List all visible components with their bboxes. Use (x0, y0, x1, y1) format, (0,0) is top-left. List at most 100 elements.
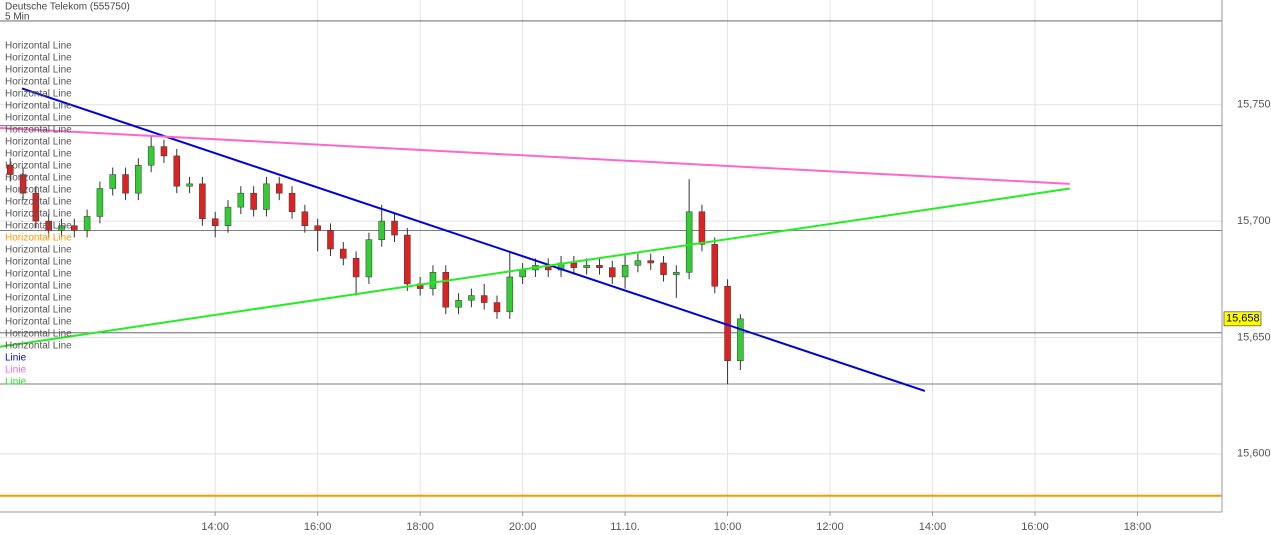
x-tick-label: 14:00 (201, 521, 229, 533)
legend-entry: Horizontal Line (5, 65, 72, 76)
x-tick-label: 11.10. (610, 521, 640, 533)
candle-body (609, 267, 616, 278)
x-tick-label: 12:00 (816, 521, 844, 533)
last-price-label: 15,658 (1226, 313, 1260, 325)
candle-body (96, 188, 104, 217)
candle-body (596, 265, 603, 268)
candle-body (506, 276, 514, 313)
legend-entry: Horizontal Line (5, 137, 72, 148)
candle-body (468, 295, 475, 301)
candle-body (685, 211, 693, 273)
candle-body (404, 234, 411, 285)
legend-entry: Horizontal Line (5, 281, 72, 292)
candle-body (109, 174, 116, 189)
legend-entry: Horizontal Line (5, 77, 72, 88)
candle-body (45, 220, 52, 231)
legend-entry: Linie (5, 377, 27, 388)
candle-body (275, 183, 283, 194)
candle-body (352, 258, 360, 278)
legend-entry: Linie (5, 353, 27, 364)
legend-entry: Horizontal Line (5, 293, 72, 304)
legend-entry: Horizontal Line (5, 53, 72, 64)
candle-body (570, 262, 578, 268)
candle-body (211, 218, 219, 226)
candle-body (122, 174, 129, 194)
candle-body (173, 155, 181, 187)
candle-body (71, 225, 78, 231)
candle-body (58, 225, 65, 231)
legend-entry: Horizontal Line (5, 113, 72, 124)
candle-body (237, 192, 245, 208)
candle-body (378, 220, 385, 240)
legend-entry: Linie (5, 365, 27, 376)
candle-body (493, 302, 501, 313)
legend-entry: Horizontal Line (5, 161, 72, 172)
legend-entry: Horizontal Line (5, 329, 72, 340)
legend-entry: Horizontal Line (5, 257, 72, 268)
candle-body (391, 220, 398, 236)
x-tick-label: 14:00 (919, 521, 947, 533)
legend-entry: Horizontal Line (5, 149, 72, 160)
legend-entry: Horizontal Line (5, 125, 72, 136)
legend-entry: Horizontal Line (5, 317, 72, 328)
chart-title: Deutsche Telekom (555750) (5, 2, 130, 13)
candle-body (673, 272, 680, 275)
legend-entry: Horizontal Line (5, 269, 72, 280)
legend-entry: Horizontal Line (5, 41, 72, 52)
candle-body (621, 265, 629, 278)
candle-body (314, 225, 321, 231)
y-tick-label: 15,700 (1237, 215, 1271, 227)
legend-entry: Horizontal Line (5, 185, 72, 196)
chart-subtitle: 5 Min (5, 12, 29, 23)
x-tick-label: 16:00 (304, 521, 332, 533)
x-tick-label: 20:00 (509, 521, 537, 533)
candle-body (660, 262, 667, 275)
candle-body (634, 260, 642, 266)
legend-entry: Horizontal Line (5, 233, 72, 244)
candle-body (711, 244, 719, 287)
candle-body (224, 206, 232, 226)
legend-entry: Horizontal Line (5, 173, 72, 184)
y-tick-label: 15,750 (1237, 99, 1271, 111)
legend-entry: Horizontal Line (5, 245, 72, 256)
candle-body (340, 248, 347, 259)
candle-body (455, 299, 462, 308)
candle-body (147, 146, 155, 166)
x-tick-label: 16:00 (1021, 521, 1049, 533)
candle-body (698, 211, 706, 245)
legend-entry: Horizontal Line (5, 341, 72, 352)
candle-body (83, 216, 91, 231)
legend-entry: Horizontal Line (5, 197, 72, 208)
trend-line (0, 127, 1070, 185)
candle-body (429, 272, 437, 289)
trend-line (21, 87, 926, 392)
legend-entry: Horizontal Line (5, 221, 72, 232)
candle-body (160, 146, 168, 157)
y-tick-label: 15,650 (1237, 331, 1271, 343)
legend-entry: Horizontal Line (5, 209, 72, 220)
candle-body (288, 192, 296, 213)
candle-body (327, 230, 334, 250)
candle-body (199, 183, 206, 220)
trend-line (0, 187, 1070, 348)
candle-body (19, 174, 27, 194)
candle-body (442, 272, 450, 308)
candle-body (32, 192, 40, 222)
candle-body (186, 183, 193, 187)
candle-body (6, 164, 14, 175)
y-tick-label: 15,600 (1237, 448, 1271, 460)
legend-entry: Horizontal Line (5, 89, 72, 100)
candle-body (250, 192, 257, 210)
candle-body (135, 164, 142, 194)
candle-body (737, 318, 744, 361)
candle-body (365, 239, 373, 278)
x-tick-label: 18:00 (406, 521, 434, 533)
last-price-box (1223, 311, 1262, 327)
candle-body (519, 269, 526, 278)
candle-body (480, 295, 488, 303)
candle-body (301, 211, 309, 226)
legend-entry: Horizontal Line (5, 305, 72, 316)
x-tick-label: 18:00 (1124, 521, 1152, 533)
